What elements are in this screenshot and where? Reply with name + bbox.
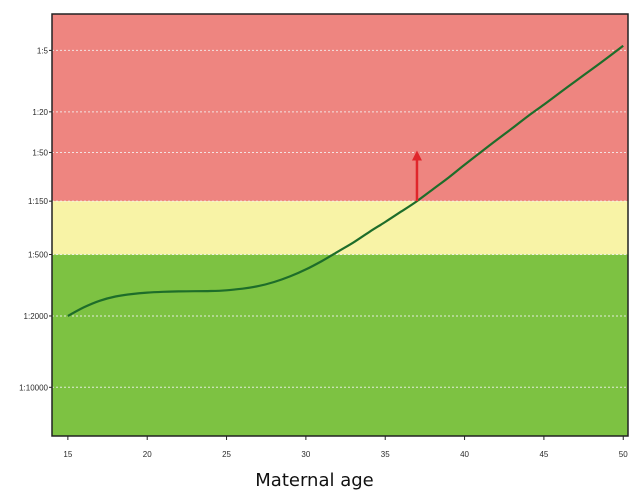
series-layer — [67, 44, 624, 317]
risk-band-high — [52, 14, 628, 202]
risk-band-intermediate — [52, 201, 628, 255]
x-tick-label: 45 — [539, 450, 548, 459]
y-tick-label: 1:500 — [28, 251, 49, 260]
y-tick-label: 1:5 — [37, 46, 49, 55]
risk-bands — [52, 14, 628, 436]
arrow-head-icon — [411, 150, 422, 161]
x-tick-label: 50 — [619, 450, 628, 459]
x-tick-label: 25 — [222, 450, 231, 459]
risk-band-low — [52, 254, 628, 436]
y-tick-label: 1:50 — [32, 148, 48, 157]
y-tick-label: 1:20 — [32, 108, 48, 117]
plot-frame — [51, 13, 629, 437]
y-axis-ticks: 1:5 1:20 1:50 1:150 1:500 1:2000 1:10000 — [19, 46, 52, 392]
risk-curve — [67, 44, 624, 317]
x-tick-label: 15 — [63, 450, 72, 459]
risk-chart: 1:5 1:20 1:50 1:150 1:500 1:2000 1:10000 15 20 2… — [19, 13, 629, 459]
y-tick-label: 1:2000 — [24, 312, 49, 321]
y-tick-label: 1:150 — [28, 197, 49, 206]
x-tick-label: 40 — [460, 450, 469, 459]
x-tick-label: 20 — [143, 450, 152, 459]
x-tick-label: 35 — [381, 450, 390, 459]
y-tick-label: 1:10000 — [19, 383, 48, 392]
annotations — [411, 150, 422, 202]
gridlines — [52, 49, 628, 388]
x-axis-label: Maternal age — [255, 470, 374, 491]
x-tick-label: 30 — [301, 450, 310, 459]
x-axis-ticks: 15 20 25 30 35 40 45 50 — [63, 436, 628, 459]
